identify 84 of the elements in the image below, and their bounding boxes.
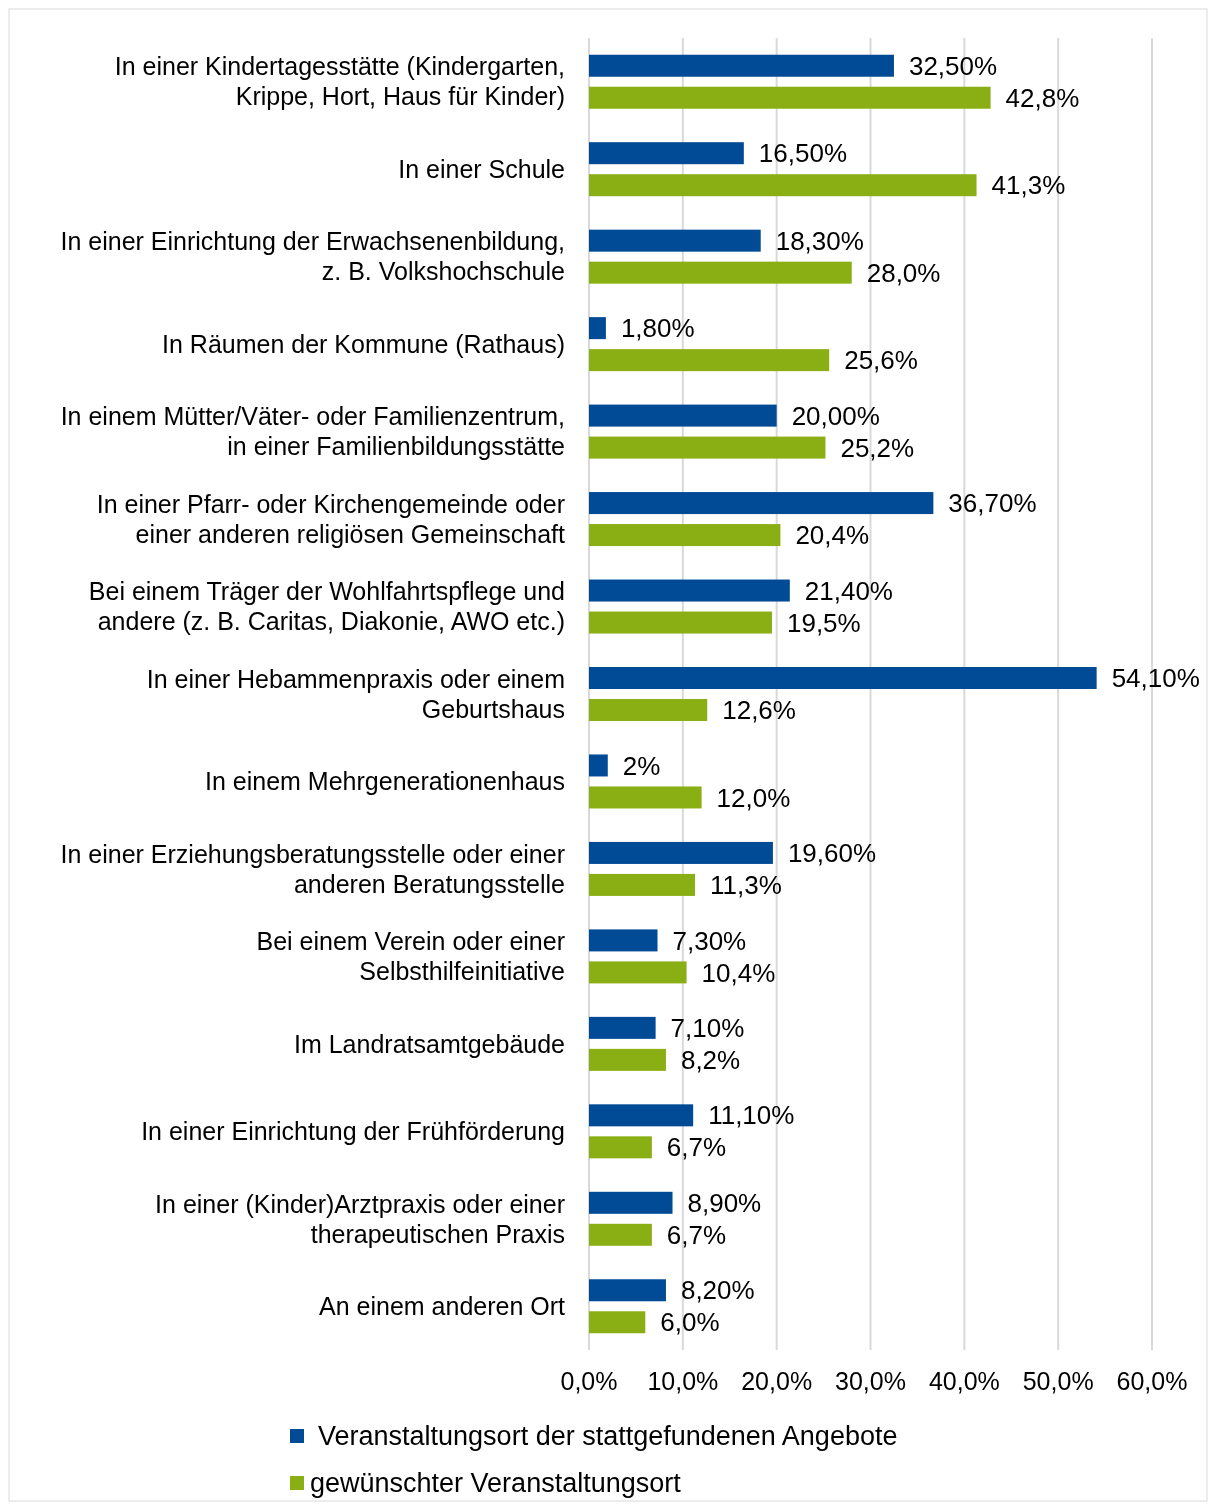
bar (589, 229, 761, 252)
y-tick-label: Im Landratsamtgebäude (293, 1029, 565, 1058)
bar (589, 611, 772, 634)
y-tick-label: In einer Hebammenpraxis oder einem Geburtshaus (146, 664, 565, 723)
y-tick-label: In einem Mütter/Väter- oder Familienzentrum, in einer Familienbildungsstätte (60, 402, 565, 461)
data-label: 16,50% (758, 138, 848, 169)
data-label: 36,70% (948, 488, 1037, 519)
bar (589, 1048, 666, 1071)
bar (589, 667, 1097, 689)
data-label: 7,30% (672, 925, 747, 956)
y-tick-label: Bei einem Verein oder einer Selbsthilfeinitiative (256, 927, 565, 986)
data-label: 12,6% (722, 695, 796, 726)
x-tick-label: 20,0% (741, 1367, 813, 1395)
bar (589, 1223, 652, 1246)
data-label: 32,50% (908, 50, 998, 81)
data-label: 7,10% (670, 1012, 745, 1043)
data-label: 1,80% (620, 313, 695, 344)
data-label: 25,6% (844, 345, 918, 376)
bar (589, 404, 777, 427)
y-tick-label: In einer Kindertagesstätte (Kindergarten, Krippe, Hort, Haus für Kinder) (114, 52, 565, 111)
data-label: 6,7% (666, 1219, 727, 1250)
data-label: 28,0% (866, 257, 941, 288)
y-tick-label: In einer (Kinder)Arztpraxis oder einer therapeutischen Praxis (155, 1189, 565, 1248)
bar (589, 873, 696, 896)
y-tick-label: In einer Pfarr- oder Kirchengemeinde oder einer anderen religiösen Gemeinschaft (96, 489, 566, 548)
data-label: 12,0% (716, 782, 791, 813)
y-tick-label: In einer Einrichtung der Frühförderung (141, 1117, 565, 1146)
bar (589, 929, 658, 952)
data-label: 54,10% (1111, 663, 1200, 694)
data-label: 19,60% (787, 838, 877, 869)
bar (589, 142, 744, 165)
bar (589, 1104, 694, 1127)
y-tick-label: Bei einem Träger der Wohlfahrtspflege und andere (z. B. Caritas, Diakonie, AWO etc.) (88, 577, 565, 636)
bar (589, 1279, 666, 1302)
bar (589, 1191, 673, 1214)
x-tick-label: 30,0% (835, 1367, 906, 1395)
data-label: 2% (622, 750, 661, 781)
legend-label: Veranstaltungsort der stattgefundenen Angebote (318, 1421, 898, 1452)
bar (589, 754, 608, 777)
x-tick-label: 50,0% (1022, 1367, 1094, 1395)
data-label: 11,3% (710, 870, 782, 901)
bar (589, 1016, 656, 1039)
data-label: 6,0% (660, 1307, 720, 1338)
data-label: 8,20% (680, 1275, 755, 1306)
bar (589, 54, 894, 77)
data-label: 25,2% (840, 432, 915, 463)
data-label: 18,30% (775, 225, 864, 256)
x-tick-label: 40,0% (928, 1367, 1000, 1395)
data-label: 8,90% (687, 1187, 762, 1218)
y-tick-label: In einer Einrichtung der Erwachsenenbildung, z. B. Volkshochschule (60, 227, 565, 286)
x-tick-label: 0,0% (560, 1367, 618, 1395)
data-label: 20,4% (795, 520, 870, 551)
y-tick-label: An einem anderen Ort (319, 1292, 566, 1321)
bar (589, 261, 852, 284)
data-label: 20,00% (791, 400, 880, 431)
bar (589, 699, 708, 721)
bar (589, 1136, 652, 1159)
bar (589, 174, 977, 197)
data-label: 10,4% (701, 957, 776, 988)
data-label: 42,8% (1005, 82, 1080, 113)
x-tick-label: 60,0% (1116, 1367, 1188, 1395)
bar (589, 349, 830, 372)
data-label: 11,10% (708, 1100, 795, 1131)
bar (589, 961, 687, 984)
bar (589, 436, 826, 459)
legend-label: gewünschter Veranstaltungsort (310, 1468, 682, 1499)
y-tick-label: In Räumen der Kommune (Rathaus) (162, 329, 565, 358)
bar (589, 579, 790, 602)
data-label: 19,5% (786, 607, 861, 638)
y-tick-label: In einer Erziehungsberatungsstelle oder einer anderen Beratungsstelle (60, 839, 565, 898)
bar (589, 524, 781, 547)
bar (589, 317, 606, 340)
x-tick-label: 10,0% (647, 1367, 719, 1395)
bar (589, 492, 934, 515)
y-tick-label: In einer Schule (398, 154, 565, 183)
bar (589, 786, 702, 809)
data-label: 8,2% (680, 1044, 741, 1075)
data-label: 6,7% (666, 1132, 727, 1163)
data-label: 41,3% (991, 170, 1066, 201)
data-label: 21,40% (804, 575, 893, 606)
bar (589, 1311, 646, 1334)
bar (589, 841, 773, 864)
bar (589, 86, 991, 109)
y-tick-label: In einem Mehrgenerationenhaus (205, 767, 565, 796)
